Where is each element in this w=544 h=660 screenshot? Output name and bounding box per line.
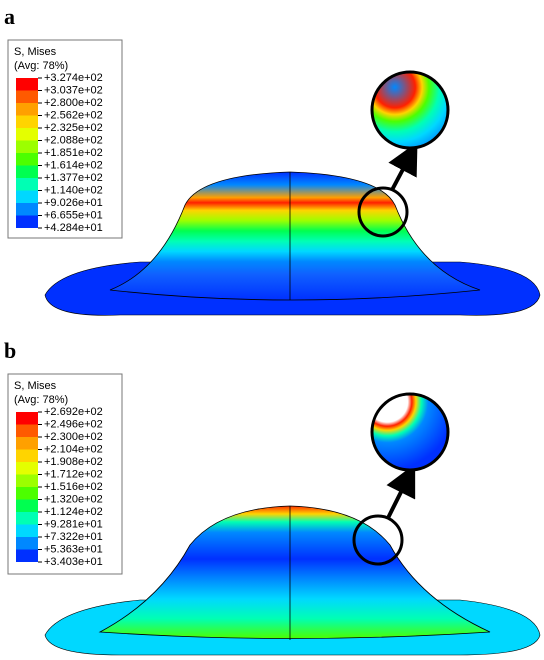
legend-swatch (16, 449, 38, 462)
legend-swatch (16, 165, 38, 178)
legend-label: +1.908e+02 (44, 456, 103, 468)
legend-label: +2.800e+02 (44, 97, 103, 109)
legend-label: +2.562e+02 (44, 109, 103, 121)
legend-label: +1.124e+02 (44, 506, 103, 518)
legend-swatch (16, 549, 38, 562)
legend-swatch (16, 474, 38, 487)
legend-title: S, Mises (14, 380, 57, 392)
legend-swatch (16, 437, 38, 450)
legend-label: +2.692e+02 (44, 406, 103, 418)
legend-label: +2.496e+02 (44, 418, 103, 430)
legend: S, Mises(Avg: 78%)+2.692e+02+2.496e+02+2… (14, 380, 103, 568)
legend-title: S, Mises (14, 46, 57, 58)
legend-label: +1.614e+02 (44, 159, 103, 171)
legend-label: +1.140e+02 (44, 184, 103, 196)
legend-label: +2.325e+02 (44, 122, 103, 134)
legend-label: +9.026e+01 (44, 197, 103, 209)
legend-swatch (16, 462, 38, 475)
legend-label: +3.274e+02 (44, 72, 103, 84)
legend-label: +5.363e+01 (44, 543, 103, 555)
legend-swatch (16, 115, 38, 128)
legend-subtitle: (Avg: 78%) (14, 60, 68, 72)
legend-swatch (16, 90, 38, 103)
legend-label: +7.322e+01 (44, 531, 103, 543)
legend-swatch (16, 153, 38, 166)
legend-swatch (16, 203, 38, 216)
legend-swatch (16, 412, 38, 425)
legend-label: +1.712e+02 (44, 468, 103, 480)
panel-label: b (4, 338, 16, 363)
model-b (44, 392, 541, 656)
legend-swatch (16, 78, 38, 91)
legend-swatch (16, 512, 38, 525)
panel-label: a (4, 4, 15, 29)
legend-label: +2.088e+02 (44, 134, 103, 146)
legend-swatch (16, 524, 38, 537)
legend-label: +6.655e+01 (44, 209, 103, 221)
legend-label: +3.403e+01 (44, 556, 103, 568)
legend-subtitle: (Avg: 78%) (14, 394, 68, 406)
legend-label: +1.516e+02 (44, 481, 103, 493)
legend-swatch (16, 424, 38, 437)
legend-label: +9.281e+01 (44, 518, 103, 530)
legend-swatch (16, 140, 38, 153)
legend-swatch (16, 537, 38, 550)
legend-swatch (16, 190, 38, 203)
legend-label: +1.377e+02 (44, 172, 103, 184)
model-a (44, 70, 541, 316)
legend-swatch (16, 215, 38, 228)
legend-label: +2.300e+02 (44, 431, 103, 443)
legend-swatch (16, 499, 38, 512)
legend: S, Mises(Avg: 78%)+3.274e+02+3.037e+02+2… (14, 46, 103, 234)
legend-swatch (16, 178, 38, 191)
legend-label: +2.104e+02 (44, 443, 103, 455)
legend-label: +3.037e+02 (44, 84, 103, 96)
legend-label: +1.851e+02 (44, 147, 103, 159)
legend-swatch (16, 128, 38, 141)
legend-swatch (16, 103, 38, 116)
legend-label: +4.284e+01 (44, 222, 103, 234)
legend-swatch (16, 487, 38, 500)
legend-label: +1.320e+02 (44, 493, 103, 505)
